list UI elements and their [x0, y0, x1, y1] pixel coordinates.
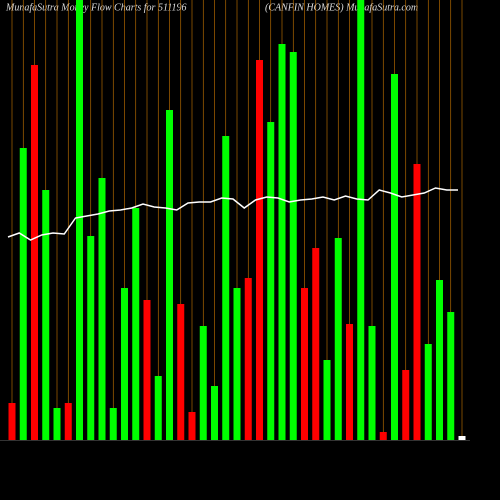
bar: [346, 324, 353, 440]
money-flow-line: [7, 187, 458, 241]
bar: [211, 386, 218, 440]
bar: [188, 412, 196, 440]
bar: [199, 326, 207, 440]
bar: [323, 360, 331, 440]
bar: [413, 164, 421, 440]
bar: [379, 432, 387, 440]
bar: [8, 403, 16, 440]
bar: [64, 403, 72, 440]
bar: [458, 436, 466, 440]
bar: [391, 74, 398, 440]
bar: [76, 0, 83, 440]
chart-title: MunafaSutra Money Flow Charts for 511196: [5, 2, 186, 13]
bar: [436, 280, 443, 440]
bar: [301, 288, 308, 440]
bar: [143, 300, 151, 440]
bar: [402, 370, 410, 440]
bar: [368, 326, 376, 440]
bar: [53, 408, 61, 440]
bar: [121, 288, 128, 440]
bar: [424, 344, 432, 440]
bar: [256, 60, 263, 440]
chart-subtitle: (CANFIN HOMES) MunafaSutra.com: [265, 2, 418, 13]
bar: [244, 278, 252, 440]
bar: [87, 236, 95, 440]
bar: [222, 136, 230, 440]
bar: [334, 238, 342, 440]
bar: [177, 304, 185, 440]
bar: [19, 148, 27, 440]
bar: [267, 122, 275, 440]
bar: [132, 208, 140, 440]
bar: [278, 44, 286, 440]
bar: [312, 248, 320, 440]
bar: [289, 52, 297, 440]
bar: [31, 65, 38, 440]
bar: [447, 312, 455, 440]
bar: [166, 110, 173, 440]
bar: [233, 288, 241, 440]
bar: [154, 376, 162, 440]
bar: [98, 178, 106, 440]
bar: [109, 408, 117, 440]
bar: [357, 0, 365, 440]
bar: [42, 190, 50, 440]
